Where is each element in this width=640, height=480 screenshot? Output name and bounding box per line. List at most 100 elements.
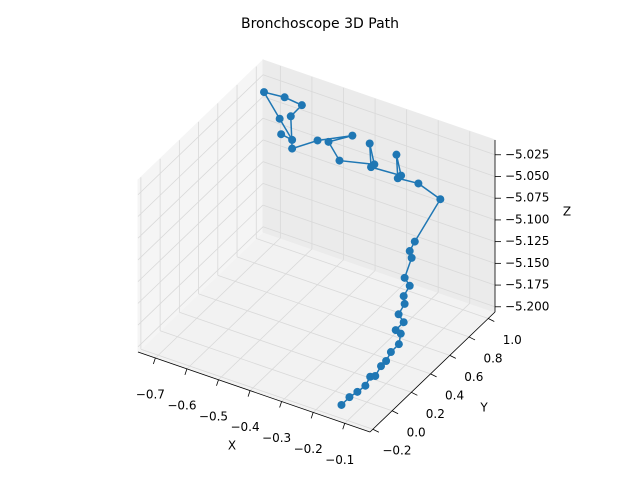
grid-line — [281, 281, 407, 402]
path-point — [399, 292, 408, 301]
path-point — [399, 318, 408, 327]
y-axis-label: Y — [479, 401, 488, 415]
path-point — [365, 139, 374, 148]
path-point — [407, 253, 416, 262]
grid-line — [344, 303, 471, 424]
x-tick-label: −0.1 — [325, 453, 354, 467]
grid-line — [262, 182, 496, 264]
x-tick-label: −0.3 — [262, 431, 291, 445]
grid-line — [159, 330, 393, 412]
path-point — [405, 281, 414, 290]
z-tick-label: −5.125 — [505, 234, 549, 248]
path-point — [286, 112, 295, 121]
path-point — [280, 93, 289, 102]
path-point — [361, 381, 370, 390]
z-tick-label: −5.025 — [505, 147, 549, 161]
x-axis-line — [137, 351, 371, 433]
grid-line — [218, 259, 344, 381]
z-tick-label: −5.100 — [505, 212, 549, 226]
path-point — [288, 144, 297, 153]
grid-line — [137, 204, 264, 326]
y-axis-line — [369, 311, 496, 433]
tick-mark — [342, 423, 346, 430]
grid-line — [137, 96, 264, 217]
y-tick-label: 0.6 — [464, 370, 483, 384]
path-point — [335, 156, 344, 165]
grid-line — [256, 238, 489, 319]
chart-title: Bronchoscope 3D Path — [241, 16, 399, 32]
path-point — [400, 273, 409, 282]
y-tick-label: 0.8 — [483, 351, 502, 365]
grid-line — [262, 161, 496, 243]
tick-mark — [430, 373, 437, 378]
tick-mark — [488, 318, 495, 322]
path-point — [400, 299, 409, 308]
path-point — [371, 371, 380, 380]
grid-line — [137, 183, 264, 304]
path-point — [275, 114, 284, 123]
grid-line — [262, 139, 496, 221]
grid-line — [262, 204, 496, 286]
grid-line — [249, 270, 376, 391]
x-tick-label: −0.6 — [167, 398, 196, 412]
y-tick-label: −0.2 — [382, 444, 411, 458]
path-point — [392, 150, 401, 159]
path-point — [394, 340, 403, 349]
grid-line — [262, 96, 496, 177]
grid-line — [217, 275, 450, 356]
z-tick-label: −5.075 — [505, 191, 549, 205]
path-point — [386, 348, 395, 357]
grid-line — [198, 293, 431, 375]
path-point — [394, 310, 403, 319]
y-tick-label: 0.0 — [407, 425, 426, 439]
grid-line — [137, 161, 264, 282]
grid-line — [236, 256, 470, 338]
path-point — [391, 326, 400, 335]
tick-mark — [391, 410, 399, 415]
x-axis-label: X — [228, 439, 236, 453]
path-point — [377, 362, 386, 371]
path-point — [397, 171, 406, 180]
grid-line — [186, 248, 313, 370]
path-point — [337, 400, 346, 409]
path-point — [436, 195, 445, 204]
grid-line — [262, 74, 496, 156]
z-axis-label: Z — [563, 205, 571, 219]
x-tick-label: −0.2 — [294, 442, 323, 456]
tick-mark — [279, 401, 282, 408]
grid-line — [312, 292, 439, 413]
z-tick-label: −5.050 — [505, 169, 549, 183]
path-point — [297, 101, 306, 110]
grid-line — [262, 117, 496, 199]
grid-line — [137, 74, 264, 196]
path-point — [324, 137, 333, 146]
path-point — [277, 130, 286, 139]
grid-line — [137, 139, 264, 261]
x-tick-label: −0.4 — [230, 420, 259, 434]
path-point — [260, 88, 269, 97]
tick-mark — [184, 368, 188, 375]
tick-mark — [247, 390, 251, 397]
z-tick-label: −5.200 — [505, 299, 549, 313]
path-point — [288, 135, 297, 144]
grid-line — [137, 226, 264, 348]
path-point — [370, 160, 379, 169]
z-tick-label: −5.150 — [505, 256, 549, 270]
tick-mark — [216, 379, 219, 386]
y-tick-label: 0.4 — [445, 388, 464, 402]
y-tick-label: 0.2 — [426, 407, 445, 421]
grid-line — [140, 348, 374, 430]
path-point — [414, 179, 423, 188]
path-point — [405, 247, 414, 256]
grid-line — [155, 237, 281, 359]
tick-mark — [372, 428, 380, 433]
tick-mark — [152, 357, 156, 365]
path-point — [410, 237, 419, 246]
tick-mark — [310, 412, 314, 419]
x-tick-label: −0.7 — [136, 387, 165, 401]
path-point — [345, 393, 354, 402]
x-tick-label: −0.5 — [199, 409, 228, 423]
y-tick-label: 1.0 — [503, 333, 522, 347]
tick-mark — [411, 391, 418, 396]
